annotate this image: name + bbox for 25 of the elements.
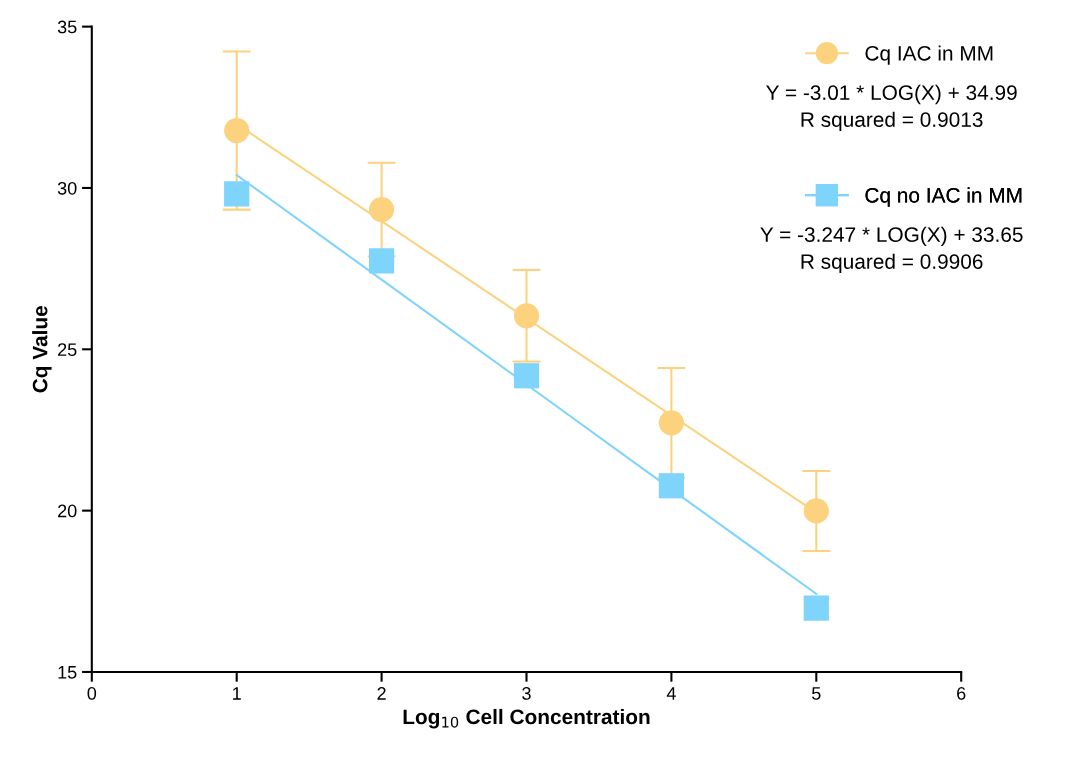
point [224, 117, 250, 144]
y-tick-label: 20 [58, 504, 77, 518]
point [224, 181, 250, 207]
x-tick-label: 2 [377, 687, 386, 700]
annotation: Y = -3.247 * LOG(X) + 33.65 R squared = 0.9906 [760, 226, 1023, 274]
point [803, 498, 829, 524]
y-tick-label: 15 [58, 666, 77, 679]
x-tick-label: 5 [812, 687, 821, 700]
point [368, 248, 395, 274]
x-tick-label: 3 [522, 687, 531, 700]
point [368, 196, 395, 223]
y-axis-title: Cq Value [32, 306, 52, 393]
y-tick-label: 30 [57, 181, 77, 195]
legend-label: Cq no IAC in MM [865, 187, 1022, 207]
annotation: Y = -3.01 * LOG(X) + 34.99 R squared = 0.9013 [766, 84, 1017, 132]
point [803, 595, 829, 621]
x-tick-label: 6 [957, 687, 966, 700]
x-axis-title: Log$_{10}$ Cell Concentration [403, 708, 650, 729]
x-tick-label: 1 [233, 687, 241, 700]
y-tick-label: 25 [58, 343, 77, 357]
x-tick-label: 0 [87, 687, 97, 700]
point [513, 363, 540, 389]
x-tick-label: 4 [666, 687, 676, 700]
legend-label: Cq IAC in MM [865, 45, 993, 65]
y-tick-label: 35 [57, 20, 77, 34]
